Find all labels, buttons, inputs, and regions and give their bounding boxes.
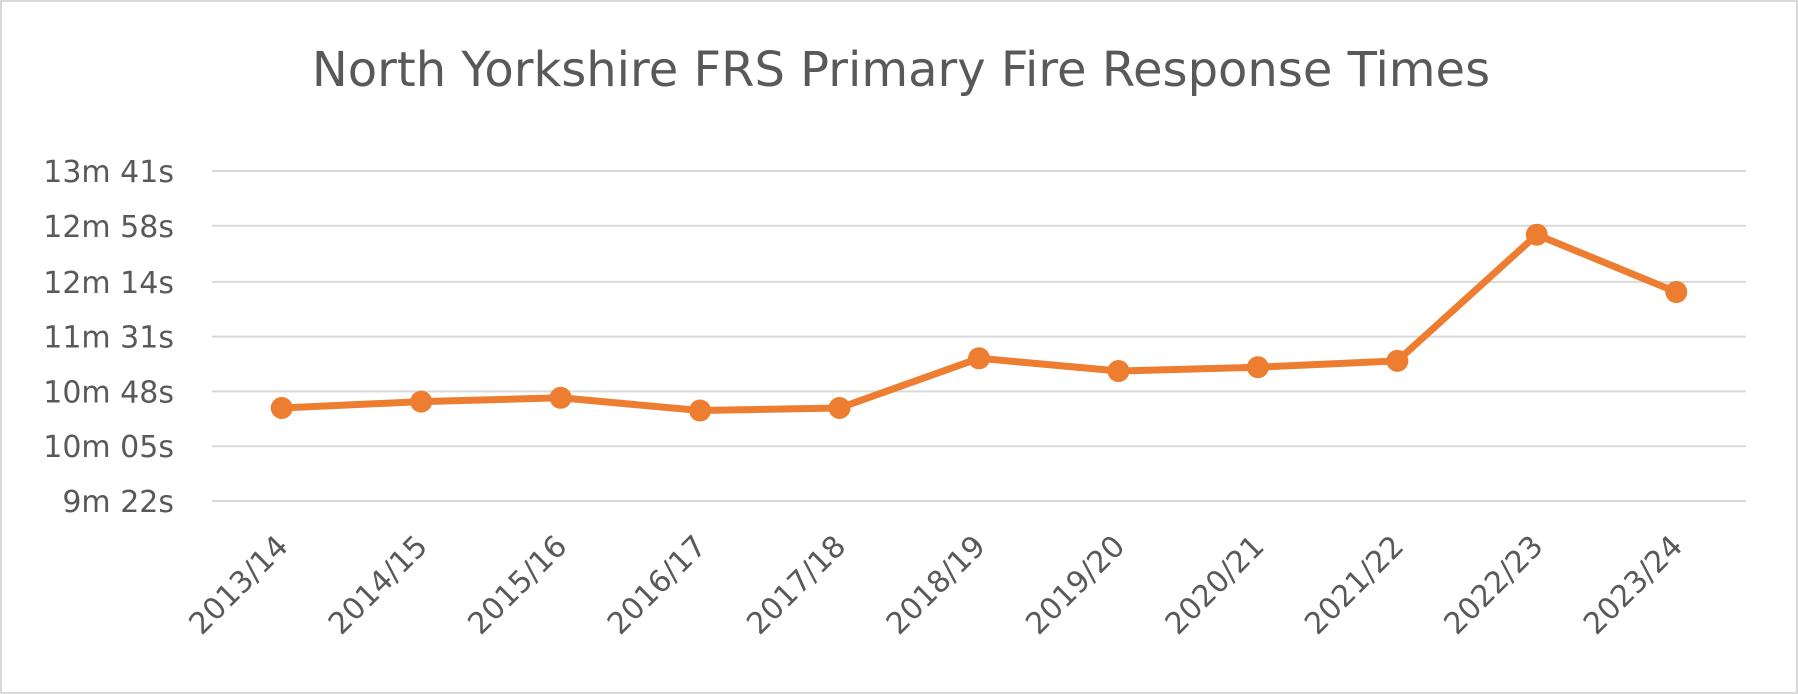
x-tick-label: 2016/17: [601, 529, 714, 642]
series-layer: [270, 223, 1688, 422]
gridlines: [212, 170, 1746, 502]
data-point: [828, 396, 851, 419]
x-tick-label: 2018/19: [880, 529, 993, 642]
chart-title: North Yorkshire FRS Primary Fire Respons…: [311, 42, 1491, 98]
data-point: [410, 390, 433, 413]
x-tick-label: 2020/21: [1159, 529, 1272, 642]
data-point: [968, 347, 990, 370]
series-line: [278, 231, 1680, 415]
x-tick-label: 2014/15: [322, 529, 435, 642]
y-tick-label: 10m 48s: [43, 375, 174, 410]
x-tick-label: 2019/20: [1019, 529, 1132, 642]
x-axis-labels: 2013/14 2014/15 2015/16 2016/17 2017/18 2018/…: [183, 529, 1690, 642]
x-tick-label: 2015/16: [461, 529, 574, 642]
data-point: [1525, 223, 1548, 246]
y-axis-labels: 9m 22s 10m 05s 10m 48s 11m 31s 12m 14s 12m 58…: [43, 155, 174, 520]
x-tick-label: 2021/22: [1298, 529, 1411, 642]
x-tick-label: 2023/24: [1577, 529, 1690, 642]
data-point: [1386, 349, 1409, 372]
y-tick-label: 9m 22s: [62, 485, 174, 520]
data-point: [1107, 360, 1130, 383]
x-tick-label: 2017/18: [740, 529, 853, 642]
y-tick-label: 12m 58s: [43, 210, 174, 245]
data-point: [1665, 281, 1688, 304]
data-point: [689, 399, 712, 422]
x-tick-label: 2022/23: [1438, 529, 1551, 642]
data-point: [1246, 356, 1269, 379]
y-tick-label: 13m 41s: [43, 155, 174, 190]
y-tick-label: 10m 05s: [43, 430, 174, 465]
y-tick-label: 12m 14s: [43, 266, 174, 301]
data-point: [549, 386, 572, 409]
y-tick-label: 11m 31s: [43, 321, 174, 356]
data-point: [270, 396, 293, 419]
x-tick-label: 2013/14: [183, 529, 296, 642]
